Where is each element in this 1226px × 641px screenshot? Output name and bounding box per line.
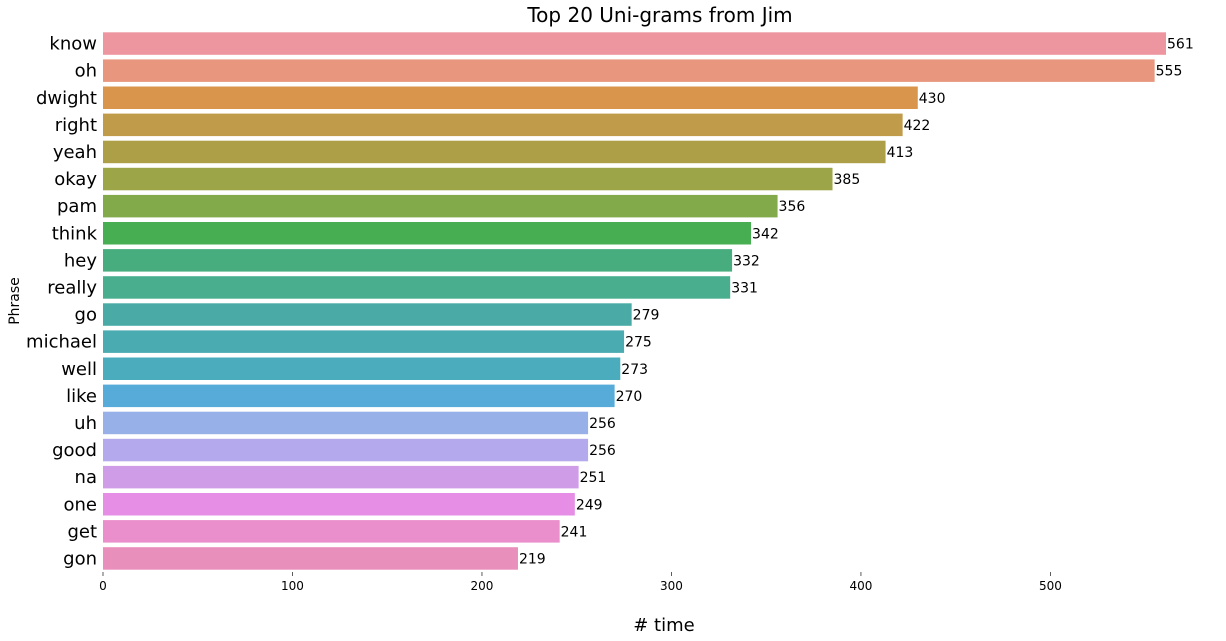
x-tick-label: 100: [281, 579, 304, 593]
x-axis-ticks: 0 100 200 300 400 500: [99, 572, 1062, 593]
bar-hey: [103, 249, 733, 272]
category-label: na: [75, 467, 97, 488]
y-axis-label: Phrase: [7, 277, 23, 325]
category-label: oh: [75, 61, 97, 82]
category-label: michael: [26, 332, 97, 353]
bar-go: [103, 303, 632, 326]
category-label: good: [52, 440, 97, 461]
category-label: pam: [57, 196, 97, 217]
bar-like: [103, 384, 615, 408]
value-label: 561: [1167, 37, 1194, 53]
bar-one: [103, 493, 575, 516]
value-label: 256: [589, 416, 616, 432]
category-label: get: [67, 521, 97, 542]
x-axis-label: # time: [633, 615, 694, 636]
bar-think: [103, 222, 752, 245]
value-label: 275: [625, 335, 652, 351]
bar-get: [103, 520, 560, 543]
value-label: 430: [919, 91, 946, 107]
value-label: 241: [561, 524, 588, 540]
category-label: like: [66, 386, 97, 407]
chart-title: Top 20 Uni-grams from Jim: [526, 3, 792, 27]
category-label: right: [55, 115, 97, 136]
bar-pam: [103, 194, 778, 218]
bar-uh: [103, 411, 589, 435]
bar-dwight: [103, 86, 918, 109]
category-label: hey: [64, 250, 97, 271]
value-label: 219: [519, 551, 546, 567]
value-label: 413: [887, 145, 914, 161]
bar-well: [103, 357, 621, 380]
bar-na: [103, 465, 579, 489]
category-label: go: [75, 305, 97, 326]
bar-gon: [103, 547, 518, 570]
x-tick-label: 500: [1039, 579, 1062, 593]
x-tick-label: 200: [471, 579, 494, 593]
value-label: 270: [616, 389, 643, 405]
bar-know: [103, 32, 1166, 55]
bar-okay: [103, 167, 833, 191]
bar-good: [103, 438, 589, 462]
value-label: 273: [621, 362, 648, 378]
bar-right: [103, 113, 903, 137]
value-label: 555: [1156, 64, 1183, 80]
value-label: 332: [733, 253, 760, 269]
value-label: 249: [576, 497, 603, 513]
category-label: yeah: [53, 142, 97, 163]
value-label: 356: [779, 199, 806, 215]
value-label: 331: [731, 280, 758, 296]
value-label: 422: [904, 118, 931, 134]
category-label: dwight: [36, 88, 97, 109]
x-tick-label: 0: [99, 579, 107, 593]
category-labels: know oh dwight right yeah okay pam think hey real…: [26, 34, 98, 570]
category-label: think: [52, 223, 98, 244]
x-tick-label: 400: [849, 579, 872, 593]
category-label: really: [47, 277, 97, 298]
category-label: okay: [54, 169, 97, 190]
value-label: 279: [633, 308, 660, 324]
bar-really: [103, 276, 731, 299]
category-label: one: [64, 494, 98, 515]
category-label: uh: [74, 413, 97, 434]
category-label: know: [49, 34, 97, 55]
value-label: 385: [834, 172, 861, 188]
value-label: 342: [752, 226, 779, 242]
bars-group: [103, 32, 1166, 570]
bar-michael: [103, 330, 625, 353]
category-label: well: [61, 359, 97, 380]
bar-oh: [103, 59, 1155, 82]
value-label: 251: [580, 470, 607, 486]
x-tick-label: 300: [660, 579, 683, 593]
category-label: gon: [63, 548, 97, 569]
bar-yeah: [103, 140, 886, 164]
value-label: 256: [589, 443, 616, 459]
